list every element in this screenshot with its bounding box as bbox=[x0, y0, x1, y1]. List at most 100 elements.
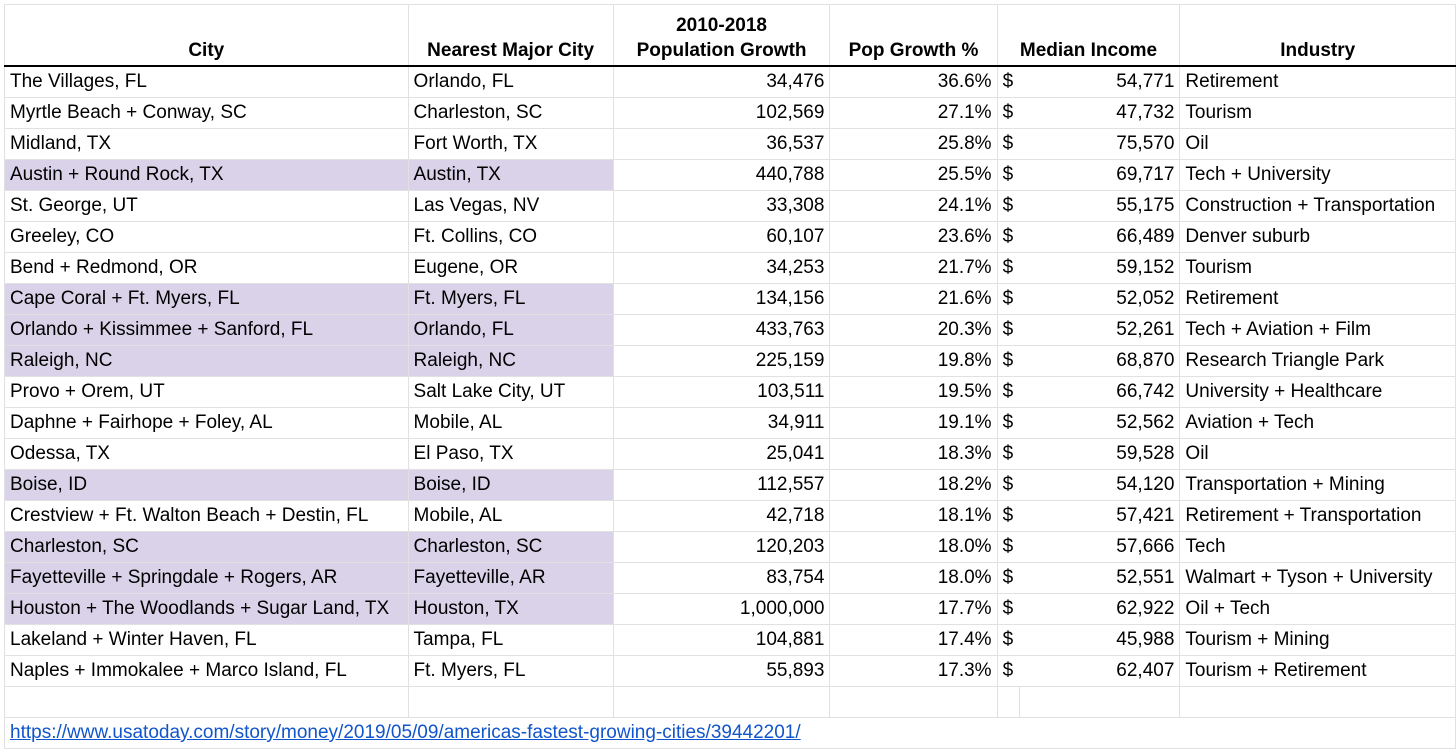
cell-pop-growth-pct[interactable]: 24.1% bbox=[829, 190, 998, 222]
empty-cell[interactable] bbox=[1018, 686, 1181, 718]
cell-city[interactable]: Midland, TX bbox=[4, 128, 409, 160]
cell-currency-symbol[interactable]: $ bbox=[996, 190, 1019, 222]
cell-currency-symbol[interactable]: $ bbox=[996, 345, 1019, 377]
cell-population-growth[interactable]: 440,788 bbox=[612, 159, 831, 191]
cell-population-growth[interactable]: 34,476 bbox=[612, 65, 831, 98]
cell-city[interactable]: Raleigh, NC bbox=[4, 345, 409, 377]
cell-currency-symbol[interactable]: $ bbox=[996, 469, 1019, 501]
cell-nearest-city[interactable]: Mobile, AL bbox=[407, 500, 614, 532]
cell-nearest-city[interactable]: Las Vegas, NV bbox=[407, 190, 614, 222]
cell-pop-growth-pct[interactable]: 36.6% bbox=[829, 65, 998, 98]
cell-city[interactable]: Naples + Immokalee + Marco Island, FL bbox=[4, 655, 409, 687]
cell-median-income[interactable]: 45,988 bbox=[1019, 624, 1181, 656]
cell-population-growth[interactable]: 42,718 bbox=[612, 500, 831, 532]
cell-city[interactable]: The Villages, FL bbox=[4, 65, 409, 98]
cell-median-income[interactable]: 55,175 bbox=[1019, 190, 1181, 222]
cell-population-growth[interactable]: 83,754 bbox=[612, 562, 831, 594]
cell-city[interactable]: Myrtle Beach + Conway, SC bbox=[4, 97, 409, 129]
cell-currency-symbol[interactable]: $ bbox=[996, 65, 1019, 98]
cell-currency-symbol[interactable]: $ bbox=[996, 97, 1019, 129]
cell-nearest-city[interactable]: Boise, ID bbox=[407, 469, 614, 501]
cell-currency-symbol[interactable]: $ bbox=[996, 376, 1019, 408]
header-industry[interactable]: Industry bbox=[1179, 4, 1456, 67]
cell-industry[interactable]: Oil + Tech bbox=[1179, 593, 1456, 625]
cell-pop-growth-pct[interactable]: 17.4% bbox=[829, 624, 998, 656]
cell-nearest-city[interactable]: Fayetteville, AR bbox=[407, 562, 614, 594]
cell-city[interactable]: Houston + The Woodlands + Sugar Land, TX bbox=[4, 593, 409, 625]
cell-industry[interactable]: University + Healthcare bbox=[1179, 376, 1456, 408]
cell-pop-growth-pct[interactable]: 17.3% bbox=[829, 655, 998, 687]
cell-median-income[interactable]: 52,261 bbox=[1019, 314, 1181, 346]
cell-median-income[interactable]: 52,562 bbox=[1019, 407, 1181, 439]
cell-city[interactable]: Daphne + Fairhope + Foley, AL bbox=[4, 407, 409, 439]
cell-median-income[interactable]: 52,052 bbox=[1019, 283, 1181, 315]
cell-currency-symbol[interactable]: $ bbox=[996, 655, 1019, 687]
cell-nearest-city[interactable]: Salt Lake City, UT bbox=[407, 376, 614, 408]
cell-population-growth[interactable]: 60,107 bbox=[612, 221, 831, 253]
cell-population-growth[interactable]: 36,537 bbox=[612, 128, 831, 160]
cell-median-income[interactable]: 69,717 bbox=[1019, 159, 1181, 191]
cell-pop-growth-pct[interactable]: 18.0% bbox=[829, 531, 998, 563]
cell-industry[interactable]: Transportation + Mining bbox=[1179, 469, 1456, 501]
cell-currency-symbol[interactable]: $ bbox=[996, 221, 1019, 253]
empty-cell[interactable] bbox=[829, 686, 998, 718]
cell-industry[interactable]: Tech bbox=[1179, 531, 1456, 563]
cell-currency-symbol[interactable]: $ bbox=[996, 438, 1019, 470]
empty-cell[interactable] bbox=[1179, 686, 1456, 718]
cell-nearest-city[interactable]: Austin, TX bbox=[407, 159, 614, 191]
cell-nearest-city[interactable]: Houston, TX bbox=[407, 593, 614, 625]
cell-population-growth[interactable]: 103,511 bbox=[612, 376, 831, 408]
cell-industry[interactable]: Tourism bbox=[1179, 97, 1456, 129]
cell-nearest-city[interactable]: Charleston, SC bbox=[407, 97, 614, 129]
cell-city[interactable]: St. George, UT bbox=[4, 190, 409, 222]
cell-population-growth[interactable]: 102,569 bbox=[612, 97, 831, 129]
cell-nearest-city[interactable]: Raleigh, NC bbox=[407, 345, 614, 377]
cell-industry[interactable]: Tourism + Mining bbox=[1179, 624, 1456, 656]
cell-population-growth[interactable]: 34,253 bbox=[612, 252, 831, 284]
cell-city[interactable]: Greeley, CO bbox=[4, 221, 409, 253]
cell-pop-growth-pct[interactable]: 21.6% bbox=[829, 283, 998, 315]
cell-industry[interactable]: Retirement + Transportation bbox=[1179, 500, 1456, 532]
cell-industry[interactable]: Tourism bbox=[1179, 252, 1456, 284]
cell-industry[interactable]: Construction + Transportation bbox=[1179, 190, 1456, 222]
cell-city[interactable]: Bend + Redmond, OR bbox=[4, 252, 409, 284]
cell-median-income[interactable]: 59,152 bbox=[1019, 252, 1181, 284]
cell-city[interactable]: Charleston, SC bbox=[4, 531, 409, 563]
cell-pop-growth-pct[interactable]: 19.5% bbox=[829, 376, 998, 408]
cell-pop-growth-pct[interactable]: 19.8% bbox=[829, 345, 998, 377]
cell-median-income[interactable]: 52,551 bbox=[1019, 562, 1181, 594]
empty-cell[interactable] bbox=[4, 686, 409, 718]
cell-pop-growth-pct[interactable]: 18.1% bbox=[829, 500, 998, 532]
cell-pop-growth-pct[interactable]: 18.3% bbox=[829, 438, 998, 470]
cell-median-income[interactable]: 59,528 bbox=[1019, 438, 1181, 470]
cell-median-income[interactable]: 57,421 bbox=[1019, 500, 1181, 532]
cell-population-growth[interactable]: 34,911 bbox=[612, 407, 831, 439]
cell-industry[interactable]: Oil bbox=[1179, 438, 1456, 470]
header-pop-growth-pct[interactable]: Pop Growth % bbox=[829, 4, 998, 67]
cell-city[interactable]: Lakeland + Winter Haven, FL bbox=[4, 624, 409, 656]
cell-industry[interactable]: Retirement bbox=[1179, 65, 1456, 98]
cell-population-growth[interactable]: 112,557 bbox=[612, 469, 831, 501]
cell-population-growth[interactable]: 33,308 bbox=[612, 190, 831, 222]
cell-industry[interactable]: Oil bbox=[1179, 128, 1456, 160]
cell-city[interactable]: Fayetteville + Springdale + Rogers, AR bbox=[4, 562, 409, 594]
cell-pop-growth-pct[interactable]: 17.7% bbox=[829, 593, 998, 625]
cell-pop-growth-pct[interactable]: 23.6% bbox=[829, 221, 998, 253]
cell-median-income[interactable]: 62,407 bbox=[1019, 655, 1181, 687]
empty-cell[interactable] bbox=[407, 686, 614, 718]
cell-industry[interactable]: Tourism + Retirement bbox=[1179, 655, 1456, 687]
cell-nearest-city[interactable]: Ft. Collins, CO bbox=[407, 221, 614, 253]
cell-population-growth[interactable]: 1,000,000 bbox=[612, 593, 831, 625]
cell-median-income[interactable]: 62,922 bbox=[1019, 593, 1181, 625]
cell-median-income[interactable]: 66,742 bbox=[1019, 376, 1181, 408]
cell-city[interactable]: Boise, ID bbox=[4, 469, 409, 501]
cell-population-growth[interactable]: 104,881 bbox=[612, 624, 831, 656]
header-nearest-city[interactable]: Nearest Major City bbox=[407, 4, 614, 67]
cell-nearest-city[interactable]: Charleston, SC bbox=[407, 531, 614, 563]
cell-currency-symbol[interactable]: $ bbox=[996, 283, 1019, 315]
cell-population-growth[interactable]: 55,893 bbox=[612, 655, 831, 687]
cell-nearest-city[interactable]: Orlando, FL bbox=[407, 65, 614, 98]
header-population-growth[interactable]: 2010-2018 Population Growth bbox=[612, 4, 831, 67]
cell-city[interactable]: Provo + Orem, UT bbox=[4, 376, 409, 408]
cell-nearest-city[interactable]: Tampa, FL bbox=[407, 624, 614, 656]
